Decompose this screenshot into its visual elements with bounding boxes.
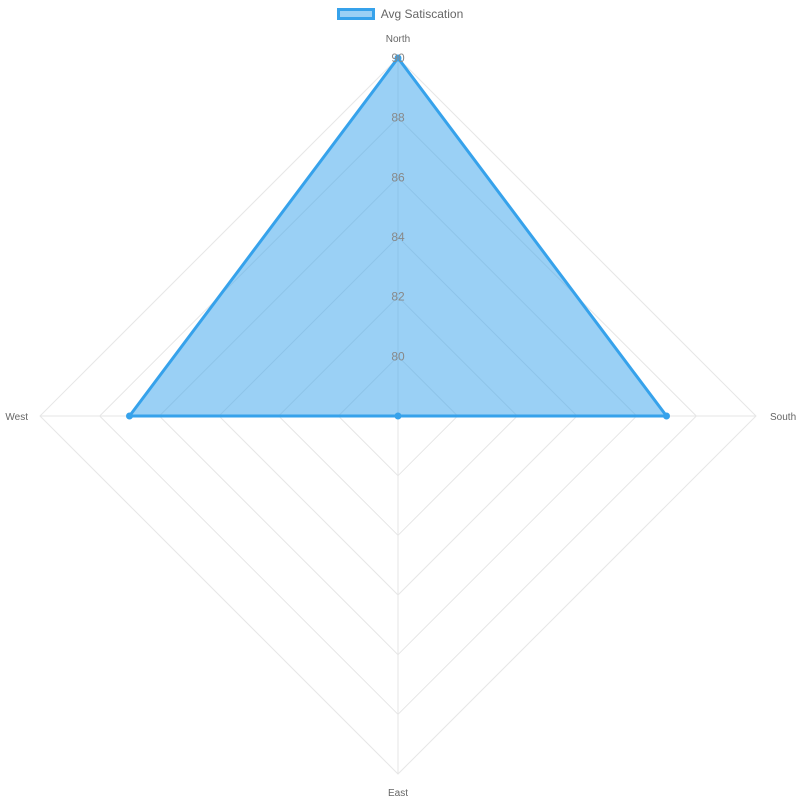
data-point-north[interactable] <box>394 54 402 62</box>
radar-point-labels: North South East West <box>5 34 796 799</box>
chart-legend[interactable]: Avg Satiscation <box>0 7 800 21</box>
legend-swatch <box>336 8 375 20</box>
axis-label-north: North <box>386 34 410 45</box>
tick-label: 80 <box>391 349 405 363</box>
tick-label: 84 <box>391 230 405 244</box>
radar-tick-labels: 80 82 84 86 88 90 <box>391 51 405 363</box>
axis-label-south: South <box>770 412 796 423</box>
tick-label: 90 <box>391 51 405 65</box>
axis-label-west: West <box>5 412 28 423</box>
data-point-south[interactable] <box>663 412 670 420</box>
data-point-west[interactable] <box>126 412 133 420</box>
tick-label: 88 <box>391 111 405 125</box>
data-point-east[interactable] <box>394 412 402 420</box>
radar-series-layer <box>126 54 670 420</box>
axis-label-east: East <box>388 788 408 799</box>
tick-label: 82 <box>391 290 405 304</box>
legend-label: Avg Satiscation <box>380 7 464 21</box>
tick-label: 86 <box>391 170 405 184</box>
